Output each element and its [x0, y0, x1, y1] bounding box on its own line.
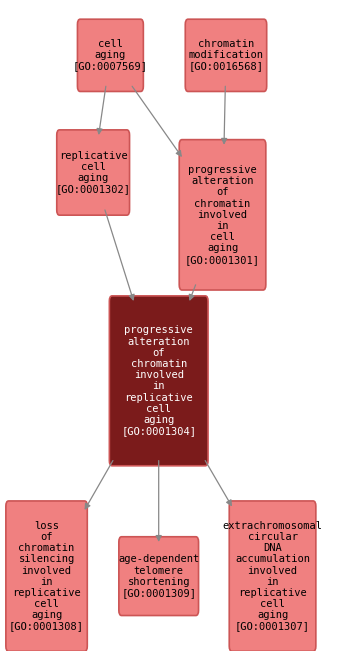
Text: loss
of
chromatin
silencing
involved
in
replicative
cell
aging
[GO:0001308]: loss of chromatin silencing involved in …	[9, 521, 84, 631]
Text: progressive
alteration
of
chromatin
involved
in
replicative
cell
aging
[GO:00013: progressive alteration of chromatin invo…	[121, 326, 196, 436]
Text: cell
aging
[GO:0007569]: cell aging [GO:0007569]	[73, 39, 148, 72]
FancyBboxPatch shape	[119, 536, 199, 616]
FancyBboxPatch shape	[179, 140, 266, 290]
FancyBboxPatch shape	[77, 19, 144, 92]
FancyBboxPatch shape	[6, 501, 87, 651]
Text: extrachromosomal
circular
DNA
accumulation
involved
in
replicative
cell
aging
[G: extrachromosomal circular DNA accumulati…	[223, 521, 323, 631]
FancyBboxPatch shape	[57, 130, 130, 215]
FancyBboxPatch shape	[229, 501, 316, 651]
FancyBboxPatch shape	[109, 296, 208, 466]
Text: replicative
cell
aging
[GO:0001302]: replicative cell aging [GO:0001302]	[56, 151, 131, 194]
Text: age-dependent
telomere
shortening
[GO:0001309]: age-dependent telomere shortening [GO:00…	[118, 555, 199, 598]
Text: progressive
alteration
of
chromatin
involved
in
cell
aging
[GO:0001301]: progressive alteration of chromatin invo…	[185, 165, 260, 264]
Text: chromatin
modification
[GO:0016568]: chromatin modification [GO:0016568]	[188, 39, 264, 72]
FancyBboxPatch shape	[185, 19, 267, 92]
